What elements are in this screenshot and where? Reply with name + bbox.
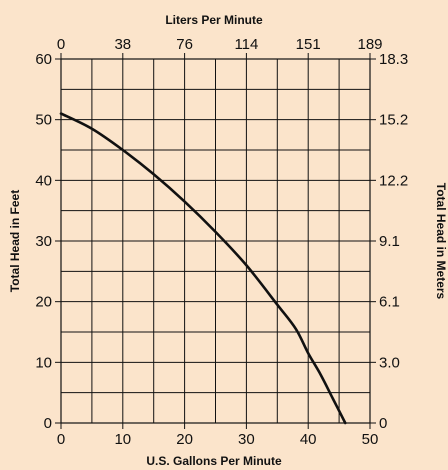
y2-tick-label: 6.1 bbox=[379, 294, 400, 311]
y2-tick-label: 15.2 bbox=[379, 112, 408, 129]
x2-tick-label: 114 bbox=[234, 36, 258, 53]
x-tick-label: 20 bbox=[176, 431, 193, 448]
y-tick-label: 20 bbox=[35, 294, 52, 311]
y-tick-label: 0 bbox=[44, 415, 52, 432]
y2-tick-label: 0 bbox=[379, 415, 387, 432]
x-tick-label: 40 bbox=[300, 431, 317, 448]
chart-grid bbox=[61, 59, 370, 423]
y2-tick-label: 18.3 bbox=[379, 51, 408, 68]
performance-curve-line bbox=[59, 112, 347, 425]
x2-tick-label: 76 bbox=[176, 36, 193, 53]
x2-tick-label: 38 bbox=[114, 36, 131, 53]
x2-tick-label: 189 bbox=[357, 36, 382, 53]
y2-tick-label: 12.2 bbox=[379, 172, 408, 189]
plot-frame bbox=[55, 53, 376, 429]
x-tick-label: 10 bbox=[114, 431, 131, 448]
x-tick-label: 0 bbox=[57, 431, 65, 448]
x2-tick-label: 151 bbox=[296, 36, 321, 53]
x-tick-label: 50 bbox=[362, 431, 379, 448]
y-tick-label: 40 bbox=[35, 172, 52, 189]
y-axis-title: Total Head in Feet bbox=[8, 190, 22, 292]
y2-tick-label: 3.0 bbox=[379, 354, 400, 371]
y-tick-label: 30 bbox=[35, 233, 52, 250]
x2-axis-title: Liters Per Minute bbox=[165, 13, 263, 27]
y2-tick-label: 9.1 bbox=[379, 233, 400, 250]
x-axis-title: U.S. Gallons Per Minute bbox=[146, 454, 282, 468]
y2-axis-title: Total Head in Meters bbox=[434, 183, 448, 300]
x-tick-label: 30 bbox=[238, 431, 255, 448]
y-tick-label: 10 bbox=[35, 354, 52, 371]
series-group bbox=[59, 112, 347, 425]
y-tick-label: 60 bbox=[35, 51, 52, 68]
y-tick-label: 50 bbox=[35, 112, 52, 129]
x2-tick-label: 0 bbox=[57, 36, 65, 53]
